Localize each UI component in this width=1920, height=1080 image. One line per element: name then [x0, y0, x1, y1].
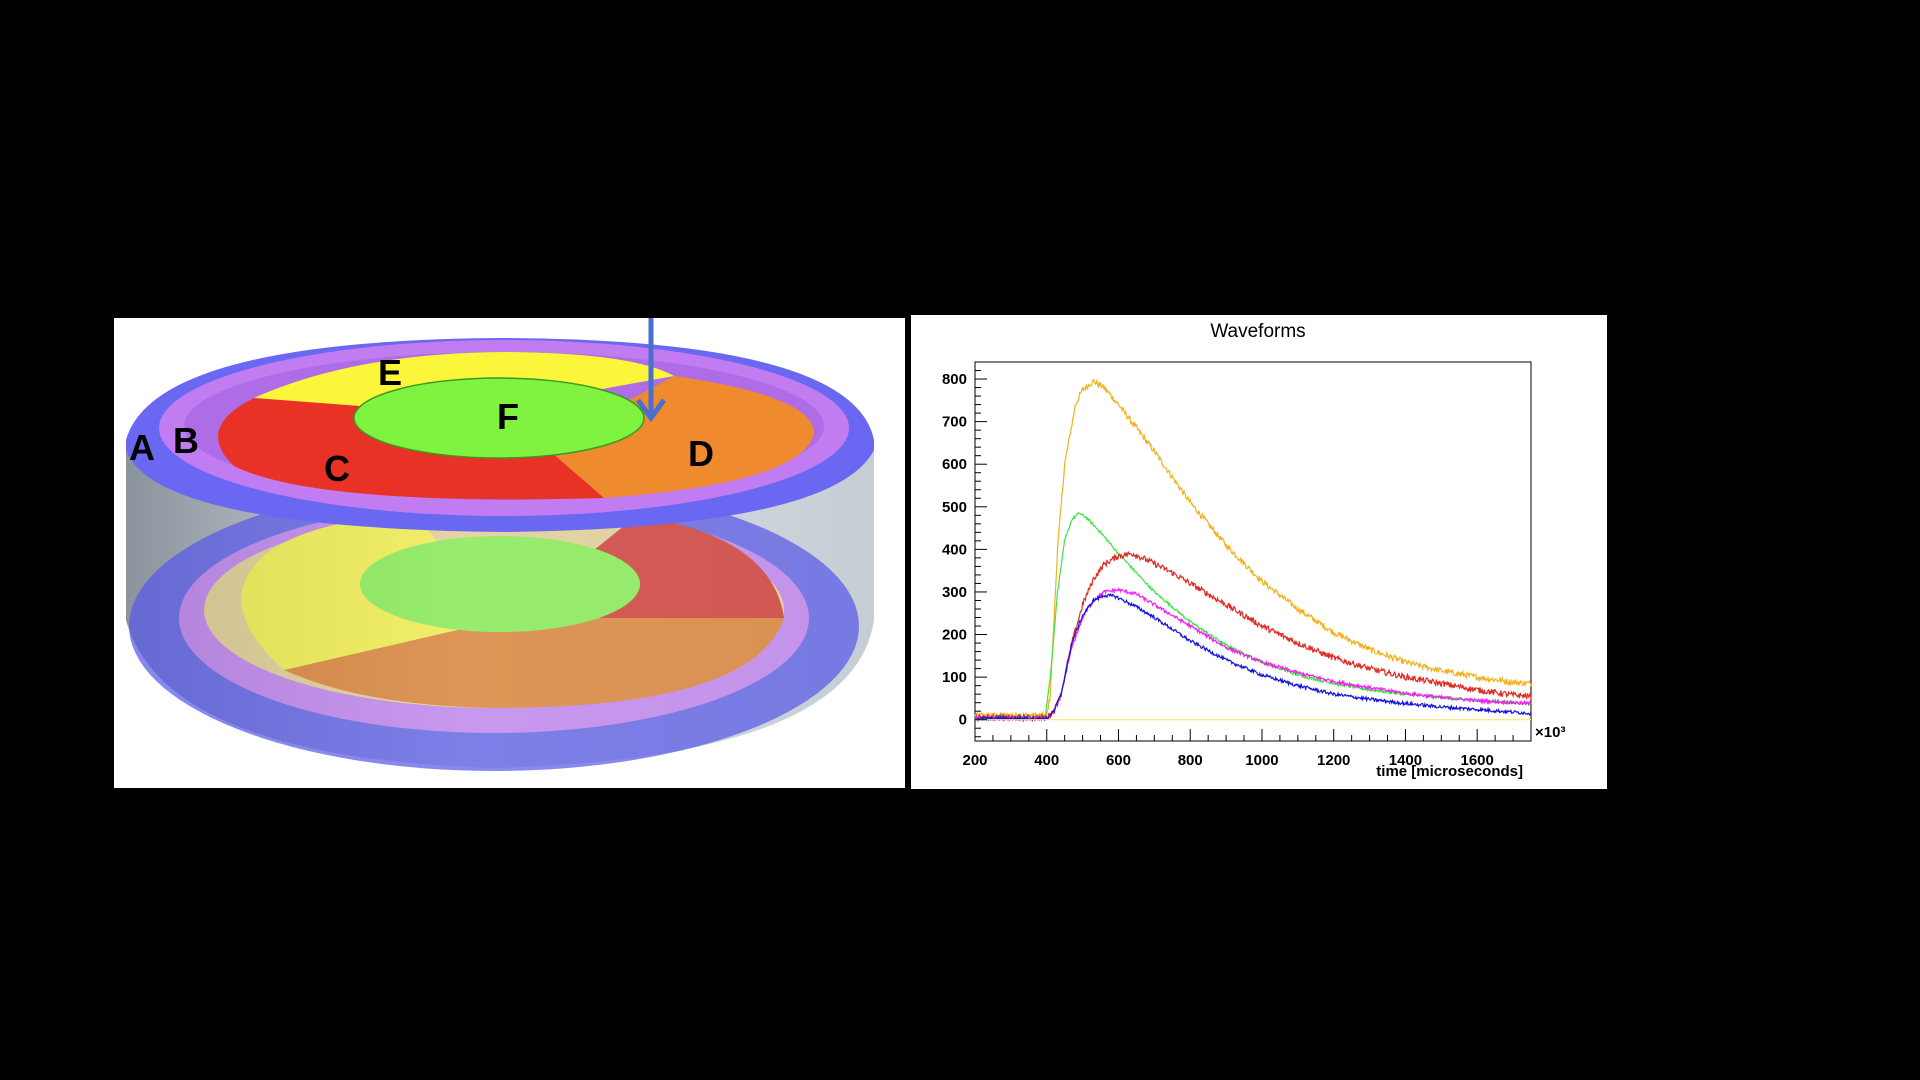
beam-arrow-head	[635, 398, 667, 423]
x-tick-label: 800	[1178, 752, 1203, 769]
bottom-segment-d	[284, 618, 784, 708]
top-plane	[126, 338, 874, 532]
waveform-series-1	[974, 378, 1532, 721]
waveform-chart-panel: Waveforms 200 400 600 800 1000 1200 1400 1600 0 1…	[911, 315, 1607, 789]
plot-frame	[974, 361, 1532, 742]
y-tick-label: 500	[942, 499, 967, 516]
tick-layer: 200 400 600 800 1000 1200 1400 1600 0 100 200 300 40…	[942, 361, 1532, 769]
waveform-chart: Waveforms 200 400 600 800 1000 1200 1400 1600 0 1…	[942, 321, 1565, 780]
detector-diagram-panel: A B C D E F	[114, 318, 905, 788]
y-tick-label: 600	[942, 456, 967, 473]
x-tick-label: 1000	[1245, 752, 1278, 769]
segment-label-a: A	[129, 427, 155, 468]
x-tick-label: 400	[1034, 752, 1059, 769]
segment-label-e: E	[378, 352, 402, 393]
y-tick-label: 200	[942, 627, 967, 644]
detector-diagram: A B C D E F	[126, 318, 874, 771]
y-tick-label: 300	[942, 584, 967, 601]
y-tick-label: 400	[942, 541, 967, 558]
segment-label-b: B	[173, 420, 199, 461]
y-tick-label: 700	[942, 414, 967, 431]
y-tick-label: 800	[942, 371, 967, 388]
x-tick-label: 1600	[1461, 752, 1494, 769]
top-segment-f	[353, 377, 645, 459]
x-tick-label: 600	[1106, 752, 1131, 769]
y-tick-label: 100	[942, 669, 967, 686]
waveform-series-3	[974, 551, 1532, 723]
bottom-segment-f	[360, 536, 640, 632]
top-segment-d	[544, 376, 814, 498]
x-axis-multiplier: ×10³	[1535, 724, 1565, 741]
segment-label-f: F	[497, 396, 519, 437]
x-axis-title: time [microseconds]	[1376, 763, 1523, 780]
x-tick-label: 1200	[1317, 752, 1350, 769]
x-tick-label: 200	[962, 752, 987, 769]
segment-label-c: C	[324, 448, 350, 489]
segment-label-d: D	[688, 433, 714, 474]
series-layer	[974, 378, 1532, 723]
x-tick-label: 1400	[1389, 752, 1422, 769]
waveform-series-5	[974, 592, 1532, 722]
chart-title: Waveforms	[1210, 321, 1305, 342]
y-tick-label: 0	[959, 712, 967, 729]
bottom-plane	[129, 481, 859, 771]
